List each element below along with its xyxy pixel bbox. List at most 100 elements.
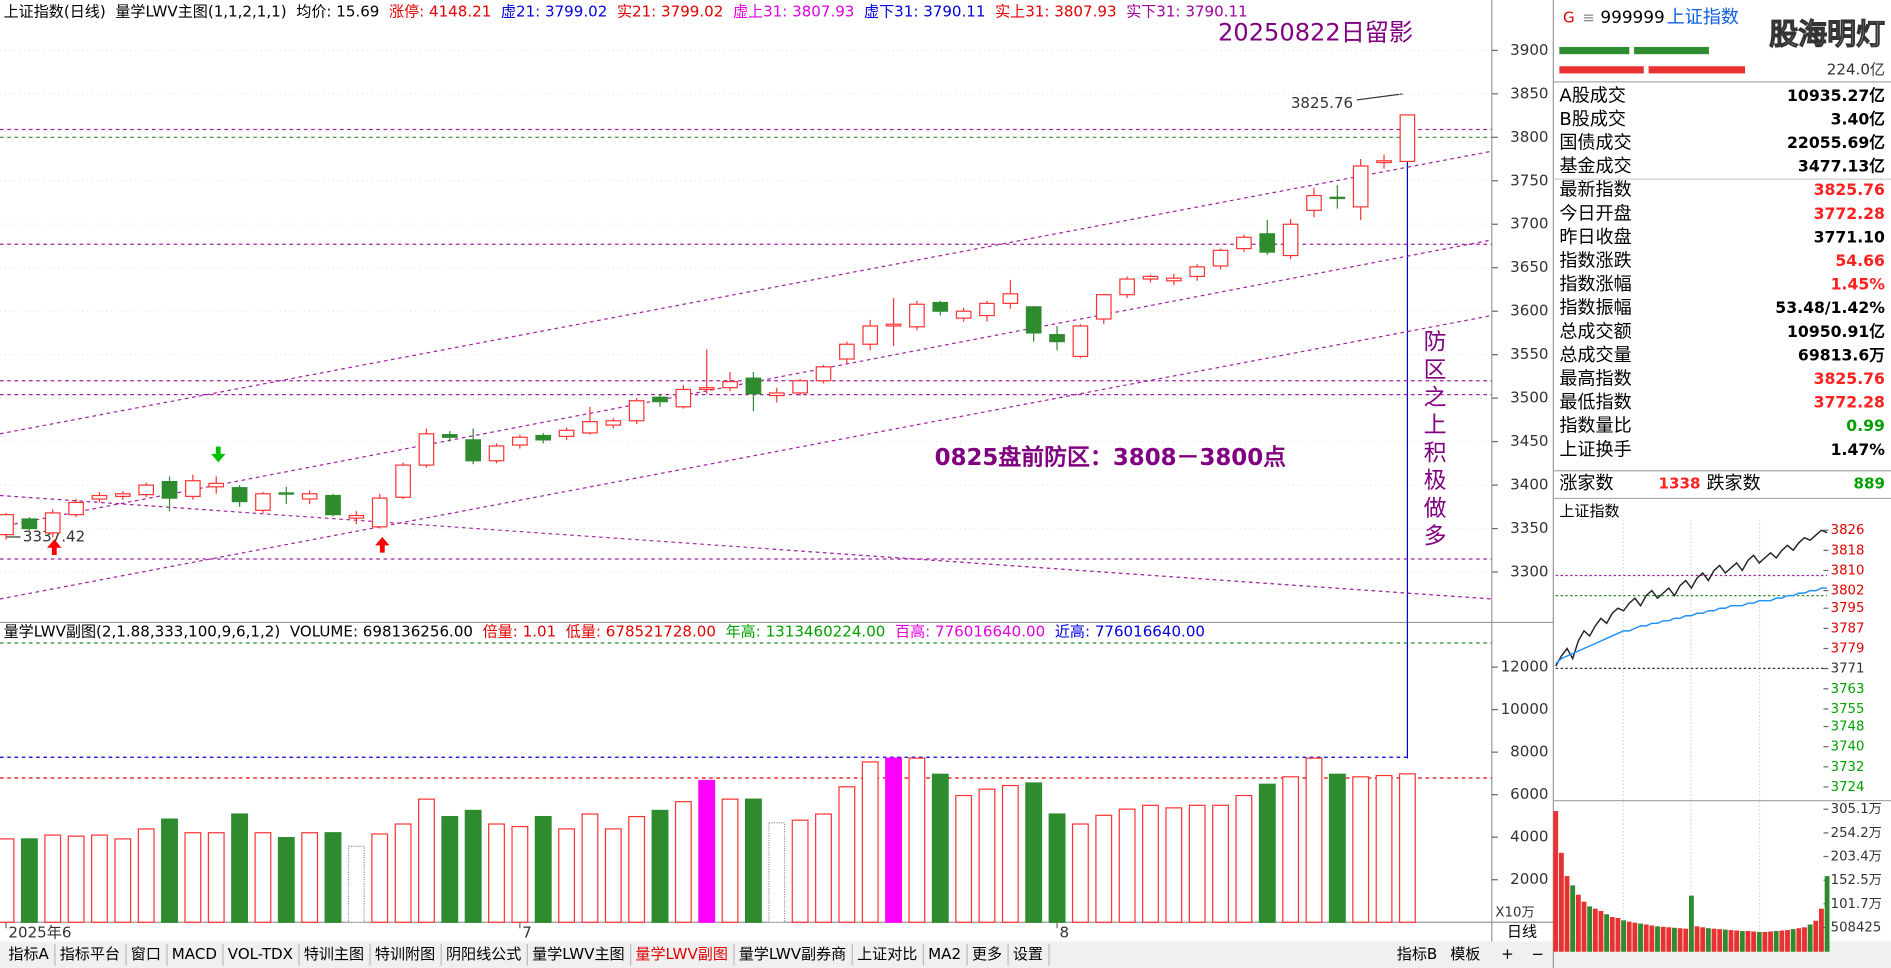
- volume-bar: [1717, 929, 1723, 952]
- x-tick-label: 7: [522, 924, 532, 942]
- toolbar-item: 涨停: 4148.21: [389, 3, 491, 21]
- candle-body: [1072, 325, 1089, 358]
- volume-bar: [394, 823, 412, 923]
- row-value: 10935.27亿: [1787, 86, 1885, 105]
- volume-bar: [1609, 917, 1615, 952]
- tab[interactable]: 量学LWV副图: [635, 945, 727, 963]
- row-label: 国债成交: [1559, 133, 1631, 154]
- y-tick-label: 3787: [1831, 621, 1865, 636]
- tab[interactable]: 模板: [1450, 945, 1480, 963]
- volume-bar: [558, 828, 576, 923]
- candle-body: [301, 493, 318, 500]
- y-tick-label: 6000: [1510, 785, 1548, 803]
- y-tick-label: 3650: [1510, 258, 1548, 276]
- y-tick-label: 3750: [1510, 171, 1548, 189]
- tab[interactable]: 特训附图: [375, 945, 435, 963]
- y-tick-label: 3450: [1510, 432, 1548, 450]
- row-label: 指数涨跌: [1559, 251, 1631, 272]
- volume-bar: [931, 773, 949, 923]
- candle-body: [44, 512, 61, 534]
- volume-bar: [1688, 895, 1694, 952]
- y-tick-label: 3818: [1831, 543, 1865, 558]
- tab[interactable]: 量学LWV主图: [532, 945, 624, 963]
- volume-bar: [0, 838, 15, 923]
- candle-body: [91, 494, 108, 500]
- candle-body: [628, 400, 645, 422]
- volume-bar: [1575, 894, 1581, 952]
- high-label: 3825.76: [1291, 94, 1353, 112]
- candle-body: [185, 480, 201, 497]
- candle-body: [371, 497, 388, 528]
- candle-body: [348, 514, 365, 519]
- candle-body: [652, 396, 668, 403]
- y-tick-label: 4000: [1510, 828, 1548, 846]
- period: 日线: [1507, 922, 1537, 940]
- y-tick-label: 3732: [1831, 760, 1865, 775]
- volume-bar: [1592, 908, 1598, 952]
- tab[interactable]: 指标B: [1397, 945, 1437, 963]
- tab-bar: [0, 941, 1891, 968]
- tab[interactable]: 量学LWV副券商: [739, 945, 846, 963]
- volume-bar: [137, 828, 155, 923]
- bar: [1559, 66, 1644, 74]
- volume-bar: [1398, 773, 1416, 923]
- toolbar-item: 虚下31: 3790.11: [864, 3, 985, 21]
- y-tick-label: 3850: [1510, 84, 1548, 102]
- row-label: 基金成交: [1559, 156, 1631, 177]
- toolbar-item: 实上31: 3807.93: [995, 3, 1116, 21]
- row-label: B股成交: [1559, 109, 1626, 130]
- tab[interactable]: 更多: [972, 945, 1002, 963]
- breadth-label: 涨家数: [1559, 473, 1613, 494]
- tab[interactable]: 窗口: [131, 945, 161, 963]
- y-tick-label: 3755: [1831, 702, 1865, 717]
- volume-bar: [1813, 920, 1819, 952]
- candle-body: [418, 433, 435, 466]
- tab[interactable]: VOL-TDX: [228, 945, 293, 963]
- volume-bar: [1598, 910, 1604, 952]
- row-value: 10950.91亿: [1787, 322, 1885, 341]
- tab[interactable]: +: [1501, 945, 1514, 963]
- volume-bar: [978, 788, 996, 923]
- volume-bar: [1352, 776, 1370, 923]
- y-tick-label: 2000: [1510, 870, 1548, 888]
- candle-body: [792, 380, 808, 394]
- tab[interactable]: 上证对比: [857, 945, 917, 963]
- volume-bar: [417, 798, 435, 923]
- tab[interactable]: 指标平台: [60, 945, 120, 963]
- tab[interactable]: 指标A: [8, 945, 49, 963]
- y-tick-label: 3802: [1831, 584, 1865, 599]
- tab[interactable]: MACD: [172, 945, 217, 963]
- volume-bar: [1305, 757, 1323, 923]
- volume-bar: [1375, 774, 1393, 923]
- x-tick-label: 8: [1059, 924, 1069, 942]
- tab[interactable]: −: [1531, 945, 1544, 963]
- candle-body: [1352, 165, 1369, 208]
- bar: [1648, 66, 1746, 74]
- volume-bar: [1328, 773, 1346, 923]
- candle-body: [1282, 223, 1299, 257]
- volume-bar: [1711, 928, 1717, 952]
- volume-bar: [1071, 823, 1089, 923]
- y-tick-label: 101.7万: [1831, 897, 1882, 912]
- tab[interactable]: 阴阳线公式: [446, 945, 521, 963]
- watermark: 股海明灯: [1769, 17, 1885, 51]
- volume-bar: [628, 815, 646, 923]
- toolbar-item: 量学LWV主图(1,1,2,1,1): [115, 3, 286, 21]
- tab[interactable]: 设置: [1013, 945, 1043, 963]
- volume-bar: [815, 813, 832, 923]
- side-note-char: 上: [1424, 413, 1447, 439]
- volume-bar: [1751, 931, 1757, 952]
- side-note-char: 极: [1424, 468, 1447, 494]
- toolbar-item: 虚上31: 3807.93: [733, 3, 854, 21]
- tab[interactable]: 特训主图: [304, 945, 364, 963]
- volume-bar: [324, 832, 342, 923]
- intraday-line: [1555, 587, 1828, 665]
- candle-body: [582, 421, 598, 434]
- y-tick-label: 3795: [1831, 601, 1865, 616]
- tab[interactable]: MA2: [928, 945, 961, 963]
- volume-bar: [1118, 808, 1136, 923]
- mini-title: 上证指数: [1559, 502, 1619, 520]
- row-label: 总成交额: [1559, 321, 1631, 342]
- row-value: 3825.76: [1814, 369, 1885, 388]
- volume-bar: [1802, 927, 1807, 952]
